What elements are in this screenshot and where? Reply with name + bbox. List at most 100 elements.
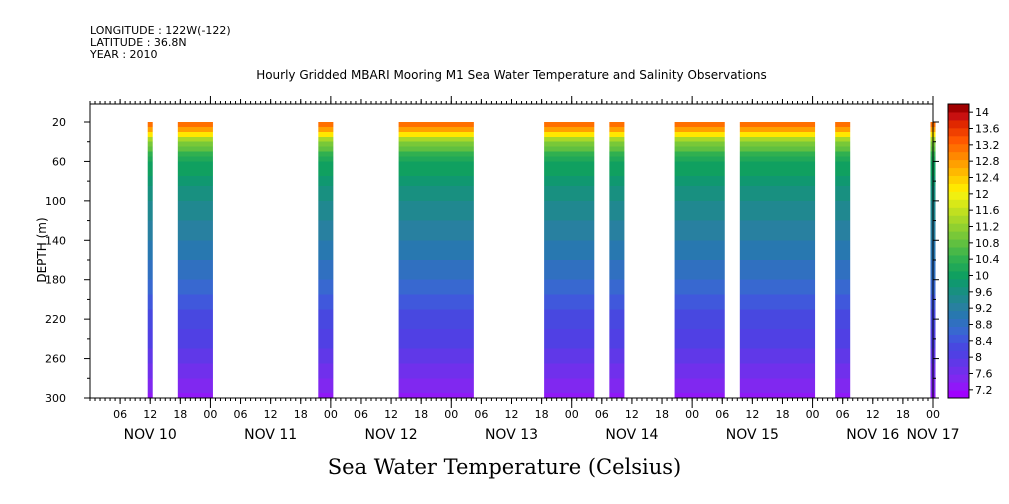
- colorbar-swatch: [948, 119, 969, 129]
- colorbar-swatch: [948, 342, 969, 351]
- x-tick-label: 06: [354, 408, 368, 421]
- colorbar-swatch: [948, 374, 969, 383]
- x-day-label: NOV 11: [244, 427, 297, 443]
- colorbar-frame: [947, 103, 970, 399]
- colorbar-label: 8: [975, 351, 982, 364]
- colorbar-swatch: [948, 199, 969, 208]
- x-tick-label: 06: [113, 408, 127, 421]
- colorbar-swatch: [948, 318, 969, 327]
- x-tick-label: 00: [444, 408, 458, 421]
- colorbar-label: 14: [975, 106, 989, 119]
- year-label: YEAR : 2010: [90, 48, 158, 61]
- x-tick-label: 18: [655, 408, 669, 421]
- colorbar-swatch: [948, 231, 969, 240]
- colorbar-swatch: [948, 247, 969, 256]
- colorbar-swatch: [948, 111, 969, 121]
- y-tick-label: 260: [45, 353, 66, 366]
- x-tick-label: 06: [715, 408, 729, 421]
- colorbar-label: 11.6: [975, 204, 1000, 217]
- x-tick-label: 18: [414, 408, 428, 421]
- colorbar-label: 7.2: [975, 384, 993, 397]
- x-tick-label: 18: [173, 408, 187, 421]
- data-segment-4: [544, 122, 595, 398]
- x-day-label: NOV 10: [124, 427, 177, 443]
- colorbar-swatch: [948, 223, 969, 232]
- y-tick-label: 100: [45, 195, 66, 208]
- x-tick-label: 12: [264, 408, 278, 421]
- x-day-label: NOV 17: [906, 427, 959, 443]
- x-tick-label: 06: [836, 408, 850, 421]
- colorbar-label: 13.6: [975, 123, 1000, 136]
- colorbar-swatch: [948, 159, 969, 169]
- colorbar-swatch: [948, 382, 969, 391]
- x-day-label: NOV 12: [365, 427, 418, 443]
- data-segment-8: [835, 122, 851, 398]
- colorbar-swatch: [948, 135, 969, 145]
- y-tick-label: 300: [45, 392, 66, 405]
- colorbar-label: 8.8: [975, 319, 993, 332]
- longitude-label: LONGITUDE : 122W(-122): [90, 24, 231, 37]
- data-segment-0: [147, 122, 153, 398]
- colorbar-label: 9.6: [975, 286, 993, 299]
- x-tick-label: 00: [203, 408, 217, 421]
- colorbar-swatch: [948, 350, 969, 359]
- x-tick-label: 00: [565, 408, 579, 421]
- colorbar-swatch: [948, 326, 969, 335]
- x-tick-label: 18: [896, 408, 910, 421]
- x-day-label: NOV 16: [846, 427, 899, 443]
- colorbar-label: 12: [975, 188, 989, 201]
- y-tick-label: 60: [52, 155, 66, 168]
- latitude-label: LATITUDE : 36.8N: [90, 36, 187, 49]
- x-tick-label: 12: [866, 408, 880, 421]
- colorbar-label: 10.8: [975, 237, 1000, 250]
- data-segment-2: [318, 122, 334, 398]
- data-segment-7: [739, 122, 816, 398]
- colorbar-swatch: [948, 358, 969, 367]
- colorbar-swatch: [948, 334, 969, 343]
- y-tick-label: 140: [45, 234, 66, 247]
- colorbar-swatch: [948, 215, 969, 224]
- colorbar-swatch: [948, 302, 969, 312]
- colorbar-swatch: [948, 294, 969, 304]
- data-segment-3: [398, 122, 474, 398]
- colorbar-swatch: [948, 167, 969, 177]
- x-tick-label: 12: [625, 408, 639, 421]
- colorbar-swatch: [948, 286, 969, 296]
- colorbar-label: 12.8: [975, 155, 1000, 168]
- colorbar-swatch: [948, 104, 969, 113]
- colorbar-label: 10.4: [975, 253, 1000, 266]
- data-segment-6: [674, 122, 725, 398]
- data-segment-5: [609, 122, 625, 398]
- x-day-label: NOV 14: [605, 427, 658, 443]
- colorbar-label: 10: [975, 270, 989, 283]
- x-tick-label: 12: [143, 408, 157, 421]
- colorbar-swatch: [948, 390, 969, 399]
- x-tick-label: 00: [685, 408, 699, 421]
- colorbar-swatch: [948, 183, 969, 192]
- x-tick-label: 00: [926, 408, 940, 421]
- colorbar-swatch: [948, 270, 969, 280]
- colorbar-swatch: [948, 127, 969, 137]
- x-tick-label: 12: [505, 408, 519, 421]
- y-tick-label: 220: [45, 313, 66, 326]
- colorbar-swatch: [948, 366, 969, 375]
- x-tick-label: 18: [535, 408, 549, 421]
- colorbar-swatch: [948, 175, 969, 184]
- colorbar-label: 9.2: [975, 302, 993, 315]
- y-tick-label: 20: [52, 116, 66, 129]
- colorbar-label: 12.4: [975, 172, 1000, 185]
- colorbar-label: 7.6: [975, 368, 993, 381]
- x-tick-label: 18: [294, 408, 308, 421]
- colorbar-label: 8.4: [975, 335, 993, 348]
- x-tick-label: 12: [384, 408, 398, 421]
- colorbar-swatch: [948, 207, 969, 216]
- colorbar-label: 13.2: [975, 139, 1000, 152]
- x-tick-label: 06: [595, 408, 609, 421]
- chart-title: Hourly Gridded MBARI Mooring M1 Sea Wate…: [256, 68, 767, 82]
- colorbar-swatch: [948, 143, 969, 153]
- x-tick-label: 06: [234, 408, 248, 421]
- y-tick-label: 180: [45, 274, 66, 287]
- x-tick-label: 18: [775, 408, 789, 421]
- colorbar-swatch: [948, 151, 969, 161]
